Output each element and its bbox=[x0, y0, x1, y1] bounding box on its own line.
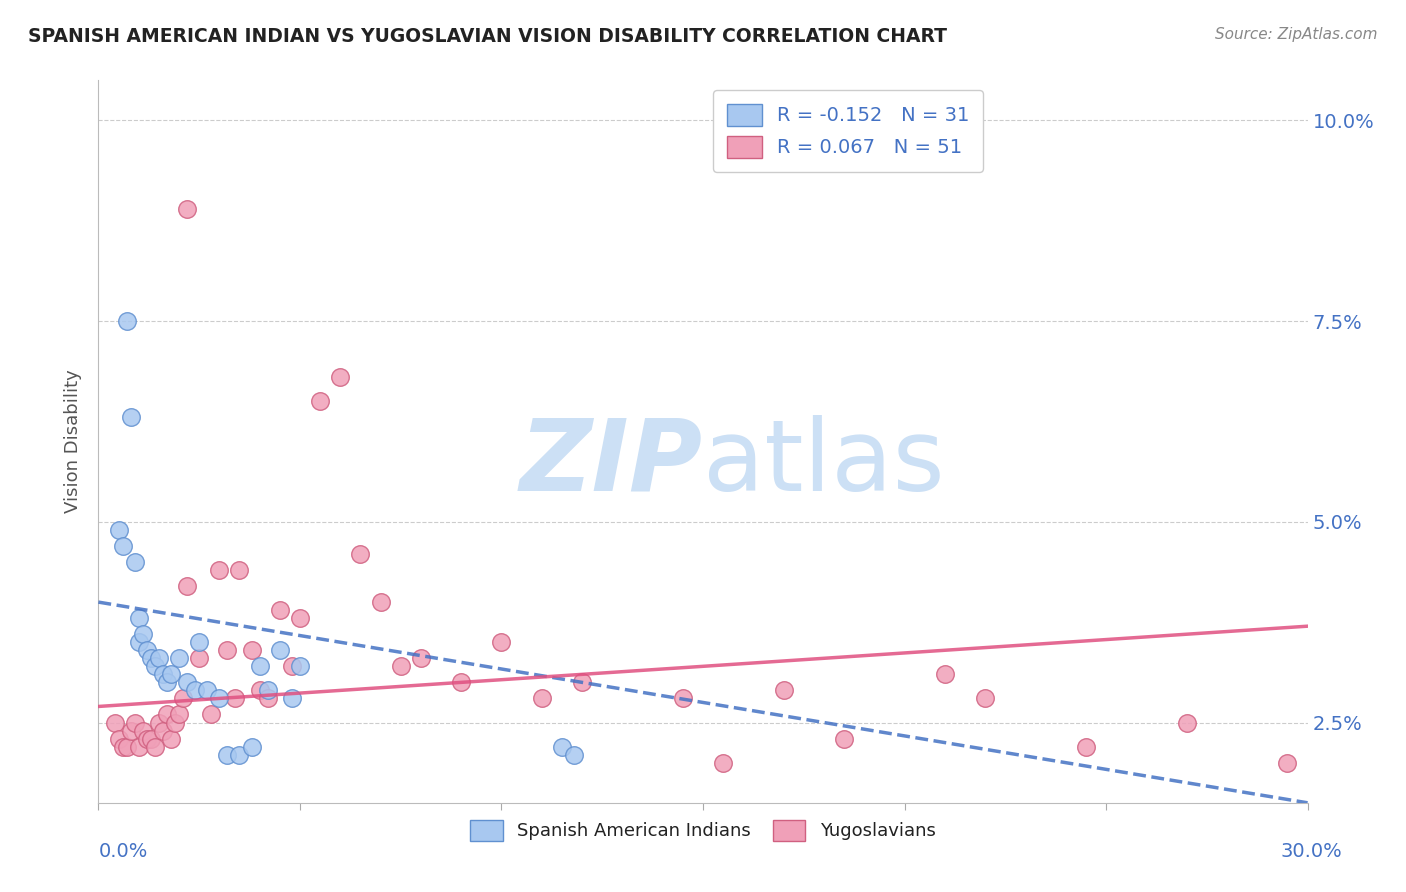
Point bbox=[240, 643, 263, 657]
Point bbox=[139, 651, 162, 665]
Point bbox=[120, 410, 142, 425]
Point bbox=[167, 651, 190, 665]
Point bbox=[156, 707, 179, 722]
Point bbox=[160, 731, 183, 746]
Point bbox=[143, 739, 166, 754]
Point bbox=[135, 731, 157, 746]
Point bbox=[551, 739, 574, 754]
Text: ZIP: ZIP bbox=[520, 415, 703, 512]
Point bbox=[184, 683, 207, 698]
Point bbox=[195, 683, 218, 698]
Point bbox=[103, 715, 125, 730]
Point bbox=[148, 651, 170, 665]
Point bbox=[120, 723, 142, 738]
Point bbox=[111, 539, 134, 553]
Text: SPANISH AMERICAN INDIAN VS YUGOSLAVIAN VISION DISABILITY CORRELATION CHART: SPANISH AMERICAN INDIAN VS YUGOSLAVIAN V… bbox=[28, 27, 948, 45]
Point bbox=[208, 691, 231, 706]
Point bbox=[309, 394, 332, 409]
Point bbox=[228, 747, 250, 762]
Point bbox=[240, 739, 263, 754]
Point bbox=[128, 739, 150, 754]
Point bbox=[1074, 739, 1097, 754]
Point bbox=[128, 611, 150, 625]
Point bbox=[269, 603, 291, 617]
Point bbox=[370, 595, 392, 609]
Point bbox=[115, 739, 138, 754]
Point bbox=[152, 667, 174, 681]
Point bbox=[128, 635, 150, 649]
Point bbox=[934, 667, 956, 681]
Point bbox=[711, 756, 734, 770]
Point bbox=[176, 579, 198, 593]
Point bbox=[152, 723, 174, 738]
Text: 0.0%: 0.0% bbox=[98, 842, 148, 862]
Point bbox=[571, 675, 593, 690]
Point bbox=[491, 635, 513, 649]
Point bbox=[143, 659, 166, 673]
Point bbox=[409, 651, 432, 665]
Point bbox=[200, 707, 222, 722]
Point bbox=[167, 707, 190, 722]
Point bbox=[1175, 715, 1198, 730]
Point bbox=[160, 667, 183, 681]
Point bbox=[249, 683, 271, 698]
Legend: Spanish American Indians, Yugoslavians: Spanish American Indians, Yugoslavians bbox=[463, 813, 943, 848]
Point bbox=[156, 675, 179, 690]
Point bbox=[107, 731, 129, 746]
Point bbox=[530, 691, 553, 706]
Point bbox=[176, 675, 198, 690]
Point bbox=[450, 675, 472, 690]
Point bbox=[132, 723, 155, 738]
Point bbox=[132, 627, 155, 641]
Point bbox=[1277, 756, 1299, 770]
Point bbox=[163, 715, 186, 730]
Point bbox=[832, 731, 855, 746]
Point bbox=[269, 643, 291, 657]
Point bbox=[172, 691, 194, 706]
Point bbox=[124, 715, 146, 730]
Point bbox=[288, 659, 311, 673]
Point bbox=[281, 659, 304, 673]
Point bbox=[288, 611, 311, 625]
Point bbox=[224, 691, 246, 706]
Point bbox=[389, 659, 412, 673]
Point bbox=[115, 314, 138, 328]
Point bbox=[228, 563, 250, 577]
Point bbox=[124, 555, 146, 569]
Point bbox=[176, 202, 198, 216]
Point bbox=[974, 691, 997, 706]
Point bbox=[188, 651, 211, 665]
Point bbox=[217, 747, 239, 762]
Point bbox=[139, 731, 162, 746]
Point bbox=[562, 747, 585, 762]
Point bbox=[281, 691, 304, 706]
Point bbox=[148, 715, 170, 730]
Point bbox=[772, 683, 794, 698]
Point bbox=[256, 691, 278, 706]
Point bbox=[107, 523, 129, 537]
Text: 30.0%: 30.0% bbox=[1281, 842, 1343, 862]
Point bbox=[217, 643, 239, 657]
Point bbox=[349, 547, 371, 561]
Point bbox=[329, 370, 352, 384]
Point bbox=[672, 691, 695, 706]
Point bbox=[111, 739, 134, 754]
Text: Source: ZipAtlas.com: Source: ZipAtlas.com bbox=[1215, 27, 1378, 42]
Y-axis label: Vision Disability: Vision Disability bbox=[65, 369, 83, 514]
Text: atlas: atlas bbox=[703, 415, 945, 512]
Point bbox=[256, 683, 278, 698]
Point bbox=[249, 659, 271, 673]
Point bbox=[208, 563, 231, 577]
Point bbox=[188, 635, 211, 649]
Point bbox=[135, 643, 157, 657]
